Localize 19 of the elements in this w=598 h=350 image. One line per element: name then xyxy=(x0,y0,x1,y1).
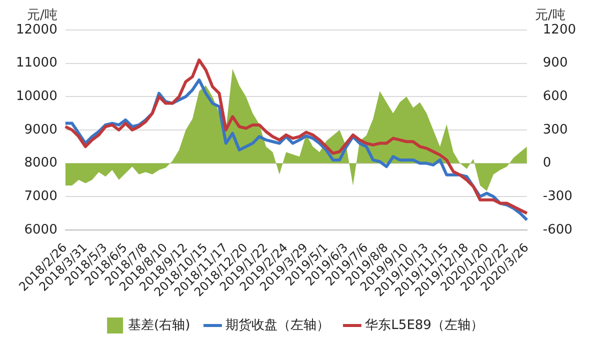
y-tick-label: 12000 xyxy=(16,22,58,38)
y2-tick-label: 300 xyxy=(542,122,568,138)
y-tick-label: 11000 xyxy=(16,56,58,71)
legend-label: 华东L5E89（左轴） xyxy=(365,318,484,333)
y2-tick-label: 600 xyxy=(542,89,568,104)
legend-label: 期货收盘（左轴） xyxy=(226,318,330,333)
y2-tick-label: 1200 xyxy=(542,22,576,38)
y2-tick-label: 900 xyxy=(542,56,568,71)
y-tick-label: 6000 xyxy=(24,222,58,238)
y-tick-label: 10000 xyxy=(16,89,58,104)
y-axis-title: 元/吨 xyxy=(26,8,58,23)
y-tick-label: 8000 xyxy=(24,156,58,171)
y2-tick-label: 0 xyxy=(542,156,552,171)
legend-label: 基差(右轴) xyxy=(128,318,190,333)
y2-tick-label: -300 xyxy=(542,188,572,204)
y2-axis-title: 元/吨 xyxy=(534,8,566,23)
y-tick-label: 9000 xyxy=(24,122,58,138)
y2-tick-label: -600 xyxy=(542,222,572,238)
y-tick-label: 7000 xyxy=(24,188,58,204)
